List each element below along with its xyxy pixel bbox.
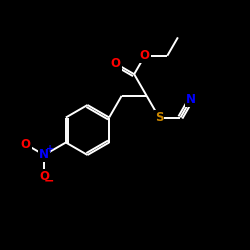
Text: O: O [140, 49, 150, 62]
Text: N: N [39, 148, 49, 162]
Text: O: O [21, 138, 31, 151]
Text: −: − [44, 175, 54, 188]
Text: +: + [46, 144, 54, 154]
Text: O: O [39, 170, 49, 183]
Text: S: S [155, 111, 164, 124]
Text: O: O [111, 57, 121, 70]
Text: N: N [186, 92, 196, 106]
